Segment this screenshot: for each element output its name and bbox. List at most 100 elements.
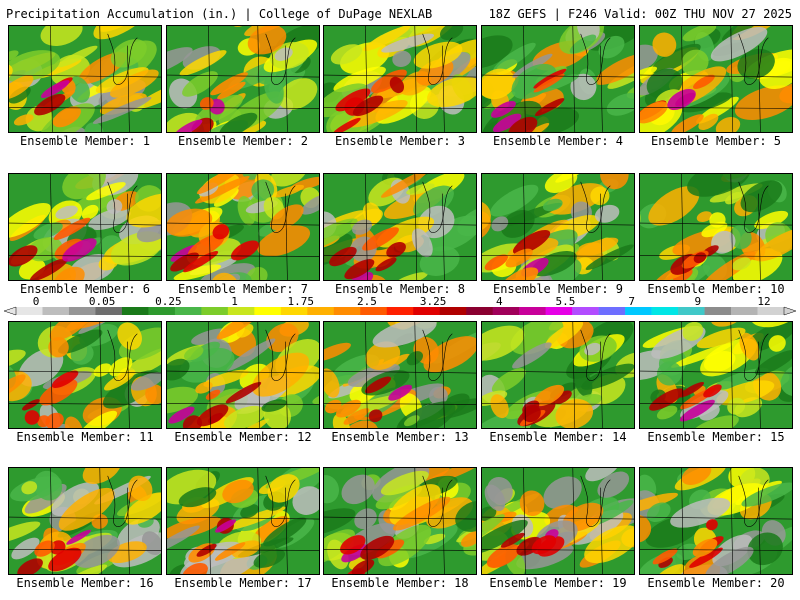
ensemble-panel-2 (166, 25, 320, 133)
colorbar-tick-label: 3.25 (419, 295, 447, 308)
colorbar-swatch (439, 307, 467, 315)
colorbar-tick-label: 0.05 (88, 295, 116, 308)
ensemble-panel-11 (8, 321, 162, 429)
ensemble-panel-19 (481, 467, 635, 575)
precip-map (167, 174, 319, 280)
header: Precipitation Accumulation (in.) | Colle… (0, 0, 800, 24)
colorbar-swatch (68, 307, 96, 315)
ensemble-panel-18 (323, 467, 477, 575)
ensemble-panel-label-10: Ensemble Member: 10 (647, 282, 785, 296)
precip-map (324, 26, 476, 132)
precip-map (167, 26, 319, 132)
colorbar-tick-label: 7 (628, 295, 635, 308)
ensemble-panel-label-6: Ensemble Member: 6 (19, 282, 151, 296)
colorbar-swatch (704, 307, 732, 315)
colorbar-swatch (598, 307, 626, 315)
ensemble-panel-label-8: Ensemble Member: 8 (334, 282, 466, 296)
ensemble-panel-10 (639, 173, 793, 281)
ensemble-panel-6 (8, 173, 162, 281)
colorbar-tick-label: 0 (32, 295, 40, 308)
precip-map (640, 174, 792, 280)
ensemble-panel-label-4: Ensemble Member: 4 (492, 134, 624, 148)
precip-map (167, 468, 319, 574)
colorbar-swatch (121, 307, 149, 315)
precip-map (9, 26, 161, 132)
colorbar-swatch (201, 307, 229, 315)
precip-map (324, 174, 476, 280)
colorbar-swatch (413, 307, 441, 315)
ensemble-panel-label-18: Ensemble Member: 18 (331, 576, 469, 590)
colorbar-max-arrow (783, 306, 797, 316)
colorbar-tick-label: 1 (231, 295, 238, 308)
colorbar-tick-label: 4 (495, 295, 503, 308)
colorbar: 0 0.05 0.25 1 1.75 2.5 3.25 4 5.5 7 9 12 (0, 296, 800, 318)
valid-time: 18Z GEFS | F246 Valid: 00Z THU NOV 27 20… (488, 7, 792, 21)
colorbar-scale (3, 306, 797, 316)
ensemble-panel-label-19: Ensemble Member: 19 (489, 576, 627, 590)
page-title: Precipitation Accumulation (in.) | Colle… (6, 7, 433, 21)
colorbar-tick-label: 9 (694, 295, 702, 308)
precip-map (640, 26, 792, 132)
precip-map (324, 468, 476, 574)
colorbar-tick-label: 0.25 (155, 295, 182, 308)
ensemble-panel-label-2: Ensemble Member: 2 (177, 134, 309, 148)
ensemble-panel-8 (323, 173, 477, 281)
colorbar-swatch (307, 307, 335, 315)
precip-map (482, 26, 634, 132)
ensemble-panel-label-14: Ensemble Member: 14 (489, 430, 627, 444)
ensemble-panel-9 (481, 173, 635, 281)
ensemble-panel-label-15: Ensemble Member: 15 (647, 430, 785, 444)
colorbar-swatch (280, 307, 308, 315)
colorbar-swatch (519, 307, 546, 315)
precip-map (482, 322, 634, 428)
precip-map (482, 468, 634, 574)
colorbar-tick-label: 1.75 (287, 295, 314, 308)
ensemble-panel-label-20: Ensemble Member: 20 (647, 576, 785, 590)
ensemble-panel-20 (639, 467, 793, 575)
ensemble-panel-label-9: Ensemble Member: 9 (492, 282, 624, 296)
colorbar-tick-label: 12 (757, 295, 771, 308)
colorbar-tick-label: 2.5 (356, 295, 377, 308)
colorbar-swatch (254, 307, 282, 315)
ensemble-panel-label-5: Ensemble Member: 5 (650, 134, 782, 148)
colorbar-swatch (42, 307, 70, 315)
colorbar-swatch (572, 307, 599, 315)
ensemble-panel-13 (323, 321, 477, 429)
ensemble-panel-7 (166, 173, 320, 281)
colorbar-swatch (625, 307, 652, 315)
precip-map (9, 322, 161, 428)
ensemble-panel-label-11: Ensemble Member: 11 (16, 430, 154, 444)
colorbar-swatch (651, 307, 679, 315)
ensemble-panel-label-13: Ensemble Member: 13 (331, 430, 469, 444)
colorbar-swatch (174, 307, 202, 315)
colorbar-swatch (545, 307, 573, 315)
ensemble-panel-label-3: Ensemble Member: 3 (334, 134, 466, 148)
colorbar-swatch (731, 307, 758, 315)
ensemble-panel-label-17: Ensemble Member: 17 (174, 576, 312, 590)
colorbar-tick-label: 5.5 (555, 295, 576, 308)
ensemble-panel-4 (481, 25, 635, 133)
ensemble-panel-label-1: Ensemble Member: 1 (19, 134, 151, 148)
colorbar-swatch (227, 307, 255, 315)
ensemble-panel-15 (639, 321, 793, 429)
ensemble-panel-12 (166, 321, 320, 429)
colorbar-swatch (360, 307, 388, 315)
precip-map (9, 174, 161, 280)
colorbar-swatch (492, 307, 520, 315)
colorbar-swatch (333, 307, 361, 315)
precip-map (640, 468, 792, 574)
ensemble-panel-17 (166, 467, 320, 575)
precip-map (9, 468, 161, 574)
ensemble-panel-5 (639, 25, 793, 133)
colorbar-min-arrow (3, 306, 17, 316)
colorbar-swatch (466, 307, 493, 315)
colorbar-swatch (386, 307, 414, 315)
ensemble-panel-3 (323, 25, 477, 133)
precip-map (324, 322, 476, 428)
colorbar-swatch (757, 307, 785, 315)
ensemble-panel-label-7: Ensemble Member: 7 (177, 282, 309, 296)
precip-map (167, 322, 319, 428)
ensemble-panel-16 (8, 467, 162, 575)
ensemble-panel-14 (481, 321, 635, 429)
colorbar-swatch (148, 307, 176, 315)
